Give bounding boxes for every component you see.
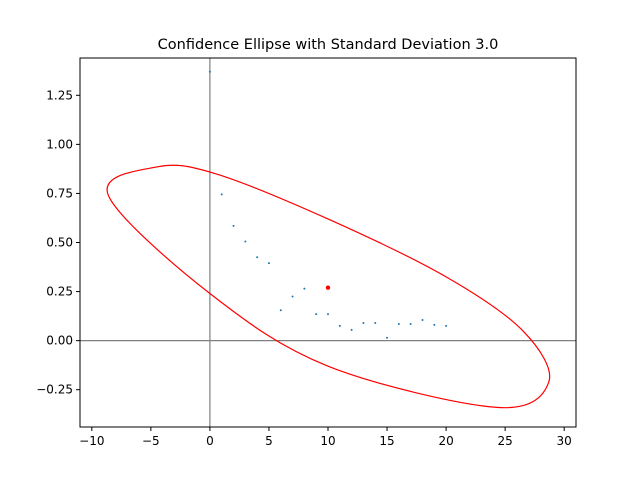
y-tick-label: 1.00 [46, 137, 73, 151]
plot-area: −10 −5 0 5 10 15 20 25 30 −0.25 0.00 0.25 0.50 0.75 1.… [36, 57, 577, 448]
data-point [409, 322, 412, 325]
data-point [315, 313, 318, 316]
x-tick-label: 20 [438, 434, 453, 448]
data-point [338, 324, 341, 327]
y-tick-label: −0.25 [36, 383, 73, 397]
data-point [397, 322, 400, 325]
data-point [256, 256, 259, 259]
mean-point [325, 285, 331, 290]
chart-title: Confidence Ellipse with Standard Deviati… [158, 37, 499, 53]
data-point [350, 328, 353, 331]
data-point [267, 262, 270, 265]
x-tick-label: 15 [379, 434, 394, 448]
y-tick-label: 0.75 [46, 186, 73, 200]
plot-content [80, 58, 576, 427]
data-point [421, 319, 424, 322]
data-point [291, 295, 294, 298]
data-point [279, 309, 282, 312]
y-tick-label: 1.25 [46, 88, 73, 102]
data-point [433, 323, 436, 326]
x-tick-label: 30 [557, 434, 572, 448]
x-tick-label: 10 [320, 434, 335, 448]
data-point [232, 224, 235, 227]
y-tick-label: 0.25 [46, 285, 73, 299]
x-tick-label: −5 [142, 434, 160, 448]
x-tick-label: −10 [79, 434, 104, 448]
x-tick-label: 5 [265, 434, 273, 448]
data-point [362, 321, 365, 324]
x-tick-label: 0 [206, 434, 214, 448]
data-point [303, 287, 306, 290]
x-tick-label: 25 [498, 434, 513, 448]
y-tick-label: 0.50 [46, 236, 73, 250]
data-point [386, 336, 389, 339]
data-point [208, 70, 211, 73]
data-point [445, 324, 448, 327]
data-point [327, 313, 329, 316]
data-point [374, 321, 377, 324]
confidence-ellipse [106, 164, 551, 409]
data-point [220, 193, 223, 196]
data-point [244, 240, 247, 243]
y-tick-label: 0.00 [46, 334, 73, 348]
